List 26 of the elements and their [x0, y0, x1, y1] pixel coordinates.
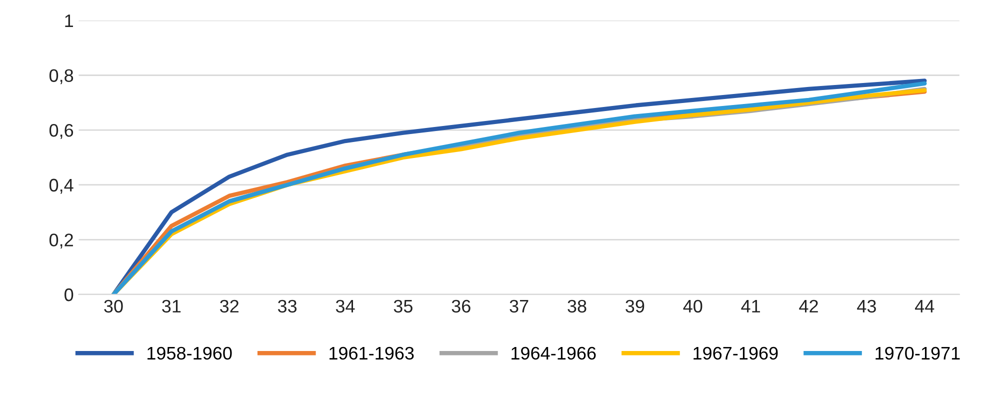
y-tick-label: 0,6	[49, 124, 74, 139]
x-tick-label: 32	[220, 300, 238, 313]
x-tick-label: 42	[799, 300, 818, 312]
y-tick-label: 1	[65, 14, 73, 27]
legend-label: 1958-1960	[148, 346, 232, 360]
x-tick-label: 44	[915, 300, 934, 312]
x-tick-label: 35	[394, 300, 412, 313]
x-tick-label: 41	[741, 300, 760, 312]
x-tick-label: 43	[857, 300, 876, 313]
x-tick-label: 30	[104, 300, 123, 313]
x-tick-label: 38	[568, 300, 586, 313]
legend-label: 1961-1963	[330, 346, 414, 360]
legend-label: 1964-1966	[512, 346, 596, 360]
x-tick-label: 39	[626, 300, 644, 313]
y-tick-label: 0,2	[49, 234, 73, 249]
x-tick-label: 37	[510, 300, 528, 313]
y-tick-label: 0	[64, 288, 74, 302]
x-tick-label: 33	[278, 300, 297, 313]
y-tick-label: 0,8	[49, 69, 74, 84]
legend-label: 1967-1969	[694, 346, 778, 360]
x-tick-label: 40	[683, 300, 702, 313]
x-tick-label: 31	[162, 300, 181, 313]
y-tick-label: 0,4	[49, 178, 74, 194]
x-tick-label: 34	[336, 300, 355, 313]
legend-label: 1970-1971	[876, 346, 960, 360]
x-tick-label: 36	[452, 300, 470, 313]
